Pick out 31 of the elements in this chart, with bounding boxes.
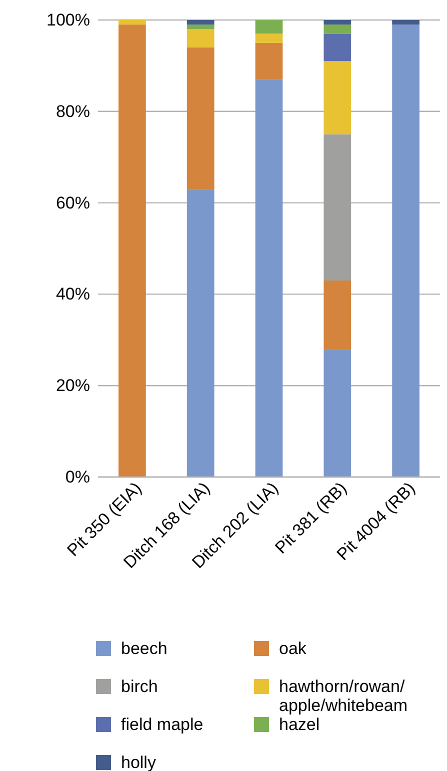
legend-label: field maple xyxy=(121,715,204,734)
bar xyxy=(118,24,146,477)
bar xyxy=(118,20,146,25)
y-tick-label: 20% xyxy=(56,376,90,396)
bar xyxy=(324,20,352,25)
bar xyxy=(186,29,214,48)
bar xyxy=(392,20,420,25)
legend-label: birch xyxy=(121,677,158,696)
bar xyxy=(324,24,352,34)
bar xyxy=(324,61,352,134)
bar xyxy=(186,20,214,25)
bar xyxy=(255,42,283,80)
y-tick-label: 40% xyxy=(56,284,90,304)
bar xyxy=(324,349,352,477)
bar xyxy=(186,47,214,190)
bar xyxy=(186,24,214,30)
y-tick-label: 80% xyxy=(56,102,90,121)
bar xyxy=(392,24,420,477)
bar xyxy=(255,34,283,43)
bar xyxy=(255,79,283,477)
legend-label: oak xyxy=(279,639,307,658)
bar xyxy=(186,189,214,477)
bar xyxy=(324,280,352,350)
legend-label: hazel xyxy=(279,715,320,734)
bar xyxy=(324,34,352,62)
bar xyxy=(324,134,352,280)
y-tick-label: 100% xyxy=(46,10,90,30)
y-tick-label: 60% xyxy=(56,193,90,212)
y-tick-label: 0% xyxy=(65,467,90,486)
bar xyxy=(255,20,283,34)
legend-label: beech xyxy=(121,639,168,658)
